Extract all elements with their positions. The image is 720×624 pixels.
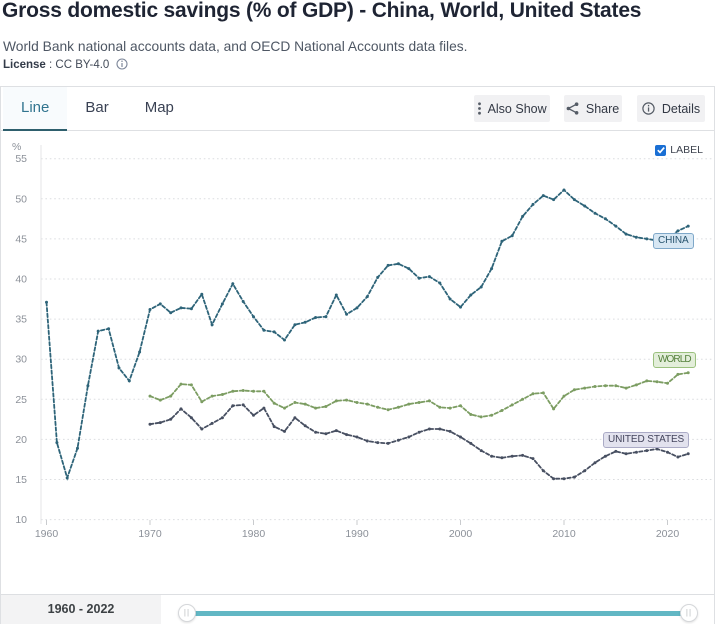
svg-text:30: 30 (15, 354, 27, 366)
svg-text:20: 20 (15, 434, 27, 446)
svg-text:15: 15 (15, 474, 27, 486)
svg-text:40: 40 (15, 274, 27, 286)
svg-text:2020: 2020 (656, 528, 680, 540)
svg-text:45: 45 (15, 233, 27, 245)
svg-text:10: 10 (15, 514, 27, 526)
svg-text:25: 25 (15, 394, 27, 406)
svg-text:55: 55 (15, 153, 27, 165)
svg-text:1970: 1970 (138, 528, 162, 540)
svg-text:2010: 2010 (552, 528, 576, 540)
svg-text:1980: 1980 (242, 528, 266, 540)
svg-text:35: 35 (15, 314, 27, 326)
svg-text:1960: 1960 (35, 528, 59, 540)
svg-text:50: 50 (15, 193, 27, 205)
svg-text:%: % (12, 141, 21, 153)
svg-text:1990: 1990 (345, 528, 369, 540)
svg-text:2000: 2000 (449, 528, 473, 540)
